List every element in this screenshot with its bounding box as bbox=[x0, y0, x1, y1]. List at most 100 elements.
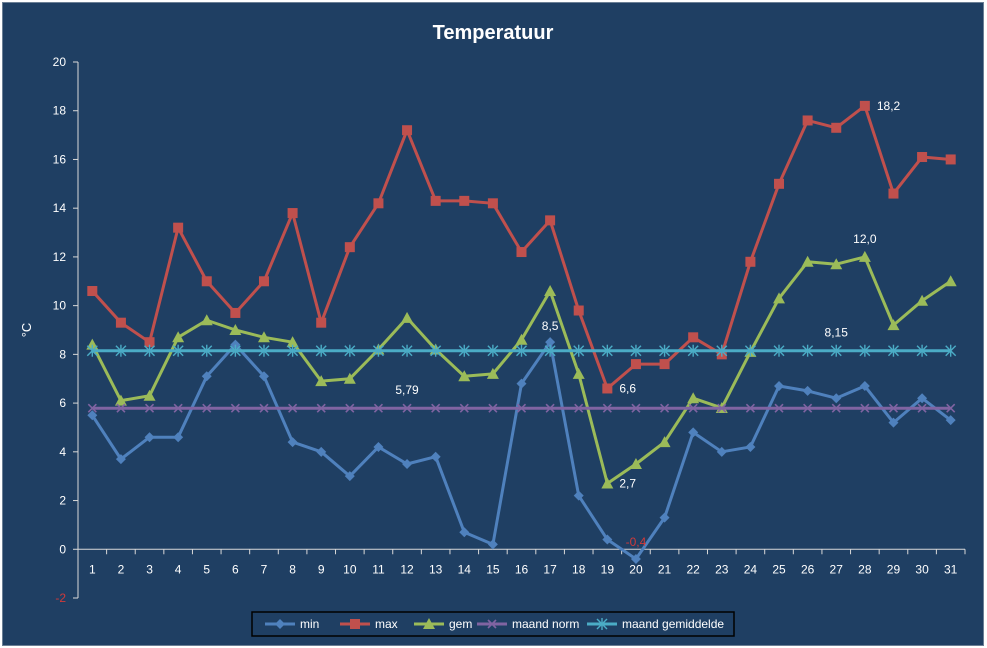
point-max bbox=[745, 256, 756, 267]
point-maand-gemiddelde bbox=[544, 344, 556, 357]
legend-marker-max bbox=[350, 619, 360, 629]
point-maand-gemiddelde bbox=[487, 344, 499, 357]
point-maand-gemiddelde bbox=[344, 344, 356, 357]
point-max bbox=[316, 317, 327, 328]
x-tick-label: 18 bbox=[572, 562, 586, 576]
y-tick-label: 8 bbox=[59, 347, 66, 361]
point-maand-gemiddelde bbox=[573, 344, 585, 357]
legend-marker-maand-gemiddelde bbox=[596, 618, 608, 630]
point-min bbox=[487, 539, 498, 550]
point-max bbox=[402, 125, 413, 136]
point-max bbox=[545, 215, 556, 226]
point-maand-norm bbox=[202, 403, 212, 413]
point-maand-norm bbox=[831, 403, 841, 413]
point-maand-gemiddelde bbox=[859, 344, 871, 357]
legend-entry-maand-gemiddelde: maand gemiddelde bbox=[587, 617, 724, 631]
point-max bbox=[487, 198, 498, 209]
point-min bbox=[659, 512, 670, 523]
point-maand-norm bbox=[745, 403, 755, 413]
point-maand-gemiddelde bbox=[830, 344, 842, 357]
point-min bbox=[258, 371, 269, 382]
point-maand-gemiddelde bbox=[716, 344, 728, 357]
point-maand-gemiddelde bbox=[687, 344, 699, 357]
legend-entry-min: min bbox=[265, 617, 319, 631]
point-max bbox=[115, 317, 126, 328]
point-maand-gemiddelde bbox=[601, 344, 613, 357]
point-min bbox=[287, 437, 298, 448]
x-tick-label: 4 bbox=[175, 562, 182, 576]
axes bbox=[73, 61, 966, 599]
point-maand-gemiddelde bbox=[458, 344, 470, 357]
point-max bbox=[459, 195, 470, 206]
y-tick-label: 14 bbox=[53, 201, 67, 215]
point-gem bbox=[887, 319, 900, 331]
legend-entry-max: max bbox=[340, 617, 398, 631]
point-max bbox=[630, 359, 641, 370]
x-tick-label: 12 bbox=[400, 562, 414, 576]
data-label: 5,79 bbox=[395, 383, 419, 397]
point-min bbox=[373, 441, 384, 452]
point-maand-gemiddelde bbox=[115, 344, 127, 357]
x-tick-label: 23 bbox=[715, 562, 729, 576]
point-maand-norm bbox=[659, 403, 670, 413]
x-tick-label: 16 bbox=[515, 562, 529, 576]
x-tick-label: 19 bbox=[601, 562, 615, 576]
x-tick-label: 29 bbox=[887, 562, 901, 576]
point-max bbox=[287, 208, 298, 219]
series-line-min bbox=[91, 340, 952, 561]
x-tick-label: 14 bbox=[458, 562, 472, 576]
point-min bbox=[201, 371, 212, 382]
point-max bbox=[688, 332, 699, 343]
point-gem bbox=[944, 275, 957, 287]
data-label: 8,5 bbox=[542, 319, 559, 333]
point-gem bbox=[916, 294, 929, 306]
point-gem bbox=[858, 250, 871, 262]
x-tick-label: 20 bbox=[629, 562, 643, 576]
point-gem bbox=[544, 285, 557, 297]
x-tick-label: 2 bbox=[118, 562, 125, 576]
point-min bbox=[545, 337, 556, 348]
point-maand-norm bbox=[431, 403, 441, 413]
point-gem bbox=[315, 375, 328, 387]
point-min bbox=[802, 385, 813, 396]
y-tick-label: -2 bbox=[55, 591, 66, 605]
point-maand-norm bbox=[345, 403, 355, 413]
point-max bbox=[945, 154, 956, 165]
point-min bbox=[745, 441, 756, 452]
y-tick-label: 0 bbox=[59, 542, 66, 556]
point-maand-gemiddelde bbox=[744, 344, 756, 357]
series-maand-norm bbox=[87, 403, 956, 413]
y-tick-label: 18 bbox=[53, 104, 67, 118]
point-max bbox=[87, 286, 98, 297]
point-maand-norm bbox=[316, 403, 326, 413]
point-min bbox=[630, 554, 641, 565]
point-maand-norm bbox=[488, 403, 498, 413]
point-maand-norm bbox=[917, 403, 927, 413]
legend-entry-maand-norm: maand norm bbox=[477, 617, 579, 631]
y-tick-label: 20 bbox=[53, 55, 67, 69]
point-maand-norm bbox=[173, 403, 183, 413]
point-maand-gemiddelde bbox=[430, 344, 442, 357]
point-min bbox=[402, 459, 413, 469]
point-maand-gemiddelde bbox=[630, 344, 642, 357]
point-gem bbox=[801, 255, 814, 267]
x-tick-label: 22 bbox=[686, 562, 700, 576]
point-min bbox=[115, 454, 126, 465]
y-tick-label: 2 bbox=[59, 494, 66, 508]
point-maand-norm bbox=[144, 403, 155, 413]
y-tick-label: 16 bbox=[53, 152, 67, 166]
point-maand-gemiddelde bbox=[201, 344, 213, 357]
point-maand-norm bbox=[402, 403, 412, 413]
legend-marker-maand-norm bbox=[487, 619, 497, 629]
point-min bbox=[459, 527, 470, 538]
point-maand-norm bbox=[774, 403, 784, 413]
point-maand-gemiddelde bbox=[773, 344, 785, 357]
x-tick-label: 10 bbox=[343, 562, 357, 576]
x-tick-label: 28 bbox=[858, 562, 872, 576]
point-gem bbox=[172, 331, 185, 343]
point-max bbox=[201, 276, 212, 287]
point-gem bbox=[114, 394, 127, 406]
x-tick-label: 27 bbox=[830, 562, 844, 576]
point-maand-gemiddelde bbox=[229, 344, 241, 357]
